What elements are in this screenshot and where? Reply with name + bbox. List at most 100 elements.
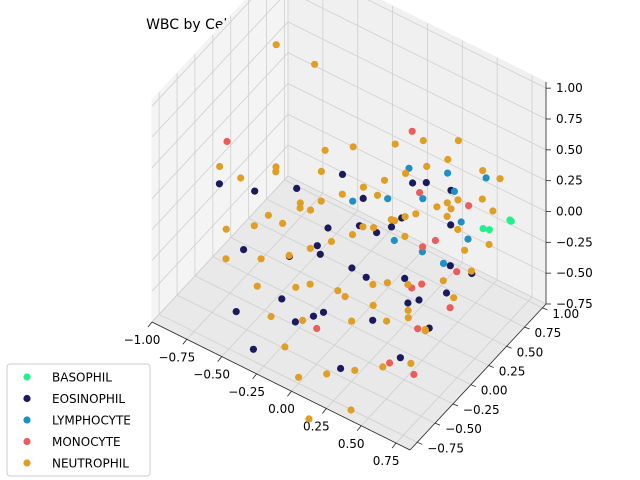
grid-line-z-back — [305, 0, 547, 120]
point-monocyte — [453, 268, 461, 276]
point-neutrophil — [478, 195, 486, 203]
point-monocyte — [419, 243, 427, 251]
grid-line-z-side — [151, 144, 289, 292]
x-tick-label: 0.75 — [373, 454, 400, 468]
point-eosinophil — [442, 289, 451, 297]
grid-line-x-floor — [326, 262, 463, 409]
point-neutrophil — [334, 287, 342, 295]
point-lymphocyte — [384, 195, 392, 203]
point-neutrophil — [338, 190, 346, 198]
grid-line-z-back — [287, 52, 547, 182]
point-neutrophil — [317, 167, 325, 175]
point-neutrophil — [272, 41, 280, 49]
point-neutrophil — [317, 197, 325, 205]
point-neutrophil — [279, 219, 287, 227]
point-neutrophil — [485, 240, 493, 249]
grid-line-z-back — [287, 144, 547, 274]
point-eosinophil — [338, 170, 347, 178]
point-eosinophil — [359, 194, 367, 202]
point-neutrophil — [305, 415, 313, 423]
legend-marker — [23, 373, 31, 381]
point-neutrophil — [412, 210, 420, 218]
legend-label: EOSINOPHIL — [52, 392, 125, 406]
point-neutrophil — [439, 277, 447, 285]
point-neutrophil — [306, 244, 314, 252]
legend: BASOPHIL EOSINOPHIL LYMPHOCYTE MONOCYTE NEUT… — [6, 363, 151, 477]
point-monocyte — [410, 370, 418, 379]
point-eosinophil — [324, 224, 332, 232]
point-monocyte — [223, 137, 231, 146]
grid-line-y-floor — [230, 237, 489, 366]
point-neutrophil — [296, 199, 304, 207]
point-lymphocyte — [482, 174, 490, 182]
point-neutrophil — [419, 137, 427, 145]
point-neutrophil — [489, 207, 497, 215]
point-lymphocyte — [419, 195, 427, 203]
grid-line-z-side — [151, 83, 289, 230]
point-monocyte — [313, 324, 321, 333]
point-eosinophil — [313, 242, 321, 250]
y-tick-label: 1.00 — [552, 307, 579, 321]
point-basophil — [506, 216, 514, 224]
point-neutrophil — [401, 213, 409, 221]
point-neutrophil — [404, 306, 412, 314]
point-neutrophil — [443, 212, 451, 220]
grid-line-x-floor — [291, 244, 428, 392]
point-eosinophil — [232, 308, 240, 316]
point-eosinophil — [404, 299, 412, 307]
point-neutrophil — [447, 205, 455, 213]
y-tick-mark — [470, 384, 476, 388]
point-neutrophil — [306, 280, 314, 288]
point-eosinophil — [251, 187, 259, 195]
point-neutrophil — [421, 326, 429, 334]
legend-frame — [6, 363, 151, 477]
point-neutrophil — [250, 222, 258, 230]
grid-line-y-floor — [248, 217, 507, 347]
legend-marker — [23, 416, 31, 424]
grid-line-x-floor — [395, 296, 533, 444]
point-eosinophil — [240, 246, 248, 254]
point-monocyte — [408, 127, 416, 135]
point-neutrophil — [264, 211, 272, 219]
point-neutrophil — [306, 206, 315, 214]
y-tick-label: 0.00 — [481, 384, 508, 398]
point-neutrophil — [272, 168, 280, 176]
point-eosinophil — [415, 296, 423, 304]
y-tick-mark — [488, 365, 494, 368]
point-neutrophil — [369, 280, 377, 289]
grid-line-z-side — [151, 0, 281, 138]
point-neutrophil — [454, 137, 462, 145]
point-eosinophil — [337, 364, 345, 373]
x-tick-label: −1.00 — [124, 333, 161, 347]
point-monocyte — [414, 325, 422, 333]
point-eosinophil — [278, 295, 286, 303]
grid-line-y-floor — [176, 294, 436, 424]
point-neutrophil — [404, 280, 412, 289]
grid-line-z-side — [151, 52, 289, 199]
axis-panes — [151, 0, 547, 451]
point-neutrophil — [391, 140, 399, 148]
point-neutrophil — [349, 143, 357, 151]
point-neutrophil — [359, 183, 367, 191]
grid-line-x-floor — [221, 210, 359, 357]
point-lymphocyte — [450, 187, 458, 195]
point-eosinophil — [319, 308, 328, 316]
point-eosinophil — [249, 345, 257, 353]
y-tick-mark — [417, 441, 423, 445]
point-eosinophil — [309, 312, 318, 320]
y-tick-mark — [524, 326, 530, 330]
point-neutrophil — [383, 317, 391, 325]
point-neutrophil — [402, 169, 410, 177]
point-neutrophil — [267, 312, 275, 321]
y-tick-label: −0.75 — [427, 441, 464, 455]
point-neutrophil — [327, 237, 335, 246]
point-basophil — [479, 225, 487, 233]
point-neutrophil — [321, 146, 329, 154]
point-eosinophil — [316, 250, 324, 258]
x-tick-label: −0.75 — [159, 350, 196, 364]
point-eosinophil — [387, 223, 396, 231]
data-points — [215, 41, 515, 423]
x-tick-mark — [147, 321, 153, 328]
point-neutrophil — [216, 162, 224, 171]
z-tick-label: 0.00 — [556, 205, 583, 219]
